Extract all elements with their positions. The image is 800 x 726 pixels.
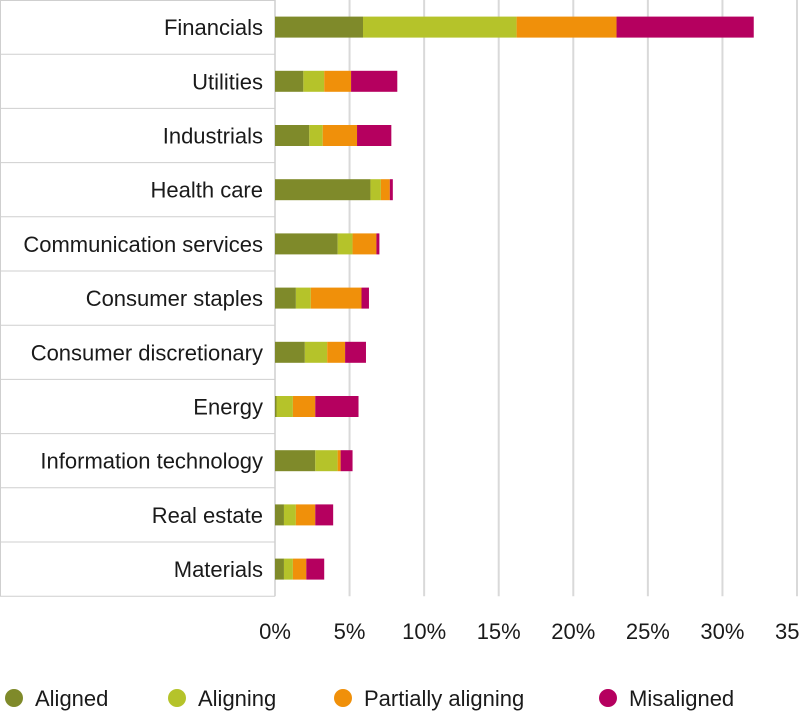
bar-industrials-misaligned xyxy=(357,125,392,146)
bar-industrials-aligned xyxy=(275,125,310,146)
category-label-real-estate: Real estate xyxy=(152,503,263,528)
bar-information-technology-misaligned xyxy=(340,450,353,472)
category-label-industrials: Industrials xyxy=(163,124,263,149)
bar-communication-services-aligned xyxy=(275,233,338,255)
bar-real-estate-misaligned xyxy=(315,504,334,526)
category-label-utilities: Utilities xyxy=(192,69,263,94)
x-tick-label-0: 0% xyxy=(259,619,291,644)
x-tick-label-5: 5% xyxy=(334,619,366,644)
bar-consumer-discretionary-aligning xyxy=(304,341,328,363)
category-label-health-care: Health care xyxy=(150,178,263,203)
bar-materials-partially-aligning xyxy=(292,558,307,580)
bar-energy-misaligned xyxy=(315,396,359,417)
legend: Aligned Aligning Partially aligning Misalig… xyxy=(5,686,734,711)
bar-utilities-aligning xyxy=(303,70,325,92)
x-tick-label-20: 20% xyxy=(551,619,595,644)
legend-marker-partially-aligning xyxy=(334,689,352,707)
x-tick-label-10: 10% xyxy=(402,619,446,644)
x-tick-label-25: 25% xyxy=(626,619,670,644)
bar-industrials-aligning xyxy=(309,125,323,146)
x-axis-ticks: 0% 5% 10% 15% 20% 25% 30% 35% xyxy=(259,619,800,644)
bar-materials-aligned xyxy=(275,558,284,580)
x-tick-label-35: 35% xyxy=(775,619,800,644)
category-table: Financials Utilities Industrials Health car… xyxy=(0,0,276,597)
bars xyxy=(275,16,754,580)
x-tick-label-30: 30% xyxy=(700,619,744,644)
bar-energy-partially-aligning xyxy=(292,396,316,417)
category-label-financials: Financials xyxy=(164,15,263,40)
bar-consumer-discretionary-aligned xyxy=(275,341,305,363)
bar-communication-services-partially-aligning xyxy=(352,233,377,255)
bar-real-estate-aligning xyxy=(283,504,296,526)
bar-information-technology-aligning xyxy=(315,450,338,472)
legend-label-aligned: Aligned xyxy=(35,686,108,711)
bar-consumer-staples-aligned xyxy=(275,287,296,309)
bar-health-care-aligning xyxy=(370,179,381,201)
bar-industrials-partially-aligning xyxy=(322,125,358,146)
bar-energy-aligning xyxy=(276,396,293,417)
bar-consumer-staples-partially-aligning xyxy=(310,287,362,309)
category-label-energy: Energy xyxy=(193,395,263,420)
legend-marker-aligned xyxy=(5,689,23,707)
bar-communication-services-aligning xyxy=(337,233,353,255)
bar-financials-aligned xyxy=(275,16,363,38)
bar-consumer-staples-aligning xyxy=(295,287,311,309)
category-label-communication-services: Communication services xyxy=(23,232,263,257)
bar-real-estate-partially-aligning xyxy=(295,504,316,526)
bar-materials-misaligned xyxy=(306,558,325,580)
bar-consumer-discretionary-partially-aligning xyxy=(327,341,346,363)
category-label-consumer-staples: Consumer staples xyxy=(86,286,263,311)
legend-marker-misaligned xyxy=(599,689,617,707)
bar-consumer-discretionary-misaligned xyxy=(345,341,366,363)
bar-health-care-aligned xyxy=(275,179,371,201)
bar-utilities-aligned xyxy=(275,70,304,92)
bar-health-care-misaligned xyxy=(389,179,393,201)
bar-materials-aligning xyxy=(283,558,293,580)
x-tick-label-15: 15% xyxy=(477,619,521,644)
bar-health-care-partially-aligning xyxy=(380,179,390,201)
legend-label-aligning: Aligning xyxy=(198,686,276,711)
bar-financials-misaligned xyxy=(616,16,754,38)
legend-label-partially-aligning: Partially aligning xyxy=(364,686,524,711)
bar-financials-aligning xyxy=(362,16,517,38)
bar-utilities-partially-aligning xyxy=(324,70,352,92)
category-label-consumer-discretionary: Consumer discretionary xyxy=(31,340,263,365)
bar-real-estate-aligned xyxy=(275,504,284,526)
bar-energy-aligned xyxy=(275,396,277,417)
category-label-materials: Materials xyxy=(174,557,263,582)
bar-financials-partially-aligning xyxy=(516,16,617,38)
bar-communication-services-misaligned xyxy=(376,233,380,255)
bar-consumer-staples-misaligned xyxy=(361,287,369,309)
legend-marker-aligning xyxy=(168,689,186,707)
category-label-information-technology: Information technology xyxy=(40,449,263,474)
bar-information-technology-aligned xyxy=(275,450,316,472)
legend-label-misaligned: Misaligned xyxy=(629,686,734,711)
bar-information-technology-partially-aligning xyxy=(337,450,341,472)
gridlines xyxy=(348,0,798,597)
bar-utilities-misaligned xyxy=(351,70,398,92)
